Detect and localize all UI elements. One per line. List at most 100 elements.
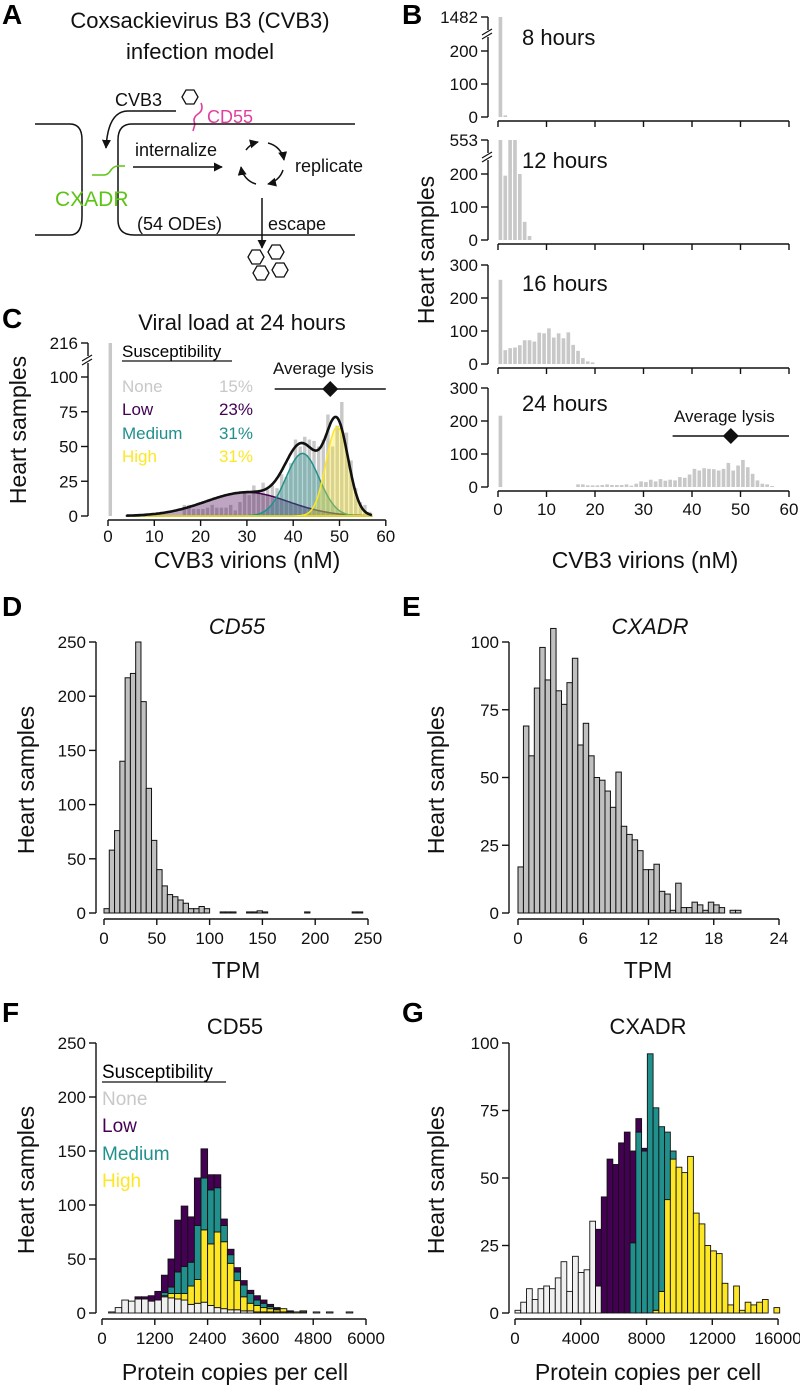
panel-f-bar-medium bbox=[187, 1261, 195, 1287]
panel-f-xlabel: Protein copies per cell bbox=[122, 1359, 348, 1385]
panel-b-3-bar bbox=[610, 485, 614, 487]
panel-d-bar bbox=[256, 910, 263, 914]
panel-c-ylabel: Heart samples bbox=[5, 356, 31, 504]
panel-f-x-tick-label: 0 bbox=[97, 1329, 106, 1348]
panel-g-bar-high bbox=[738, 1309, 746, 1314]
panel-b-2-y-tick-label: 300 bbox=[450, 256, 478, 275]
panel-b-2-bar bbox=[566, 332, 571, 364]
panel-c-bar bbox=[219, 507, 224, 516]
panel-f-x-tick-label: 1200 bbox=[136, 1329, 174, 1348]
panel-f-bar-medium bbox=[207, 1189, 215, 1245]
panel-b-3-bar bbox=[615, 485, 619, 487]
panel-d-y-tick-label: 0 bbox=[77, 904, 86, 923]
panel-b-2-bar bbox=[537, 332, 542, 364]
panel-e-x-tick-label: 12 bbox=[639, 929, 658, 948]
panel-b-3-bar bbox=[702, 468, 706, 487]
panel-b-3-bar bbox=[498, 415, 503, 487]
panel-f-bar-none bbox=[207, 1304, 215, 1314]
panel-c-axis-break-gap bbox=[82, 356, 94, 363]
panel-f-bar-high bbox=[207, 1243, 215, 1306]
binding-arrow bbox=[101, 110, 176, 149]
panel-b-1-y-tick-label: 100 bbox=[450, 198, 478, 217]
panel-c-x-tick-label: 40 bbox=[284, 527, 303, 546]
panel-f-bar-low bbox=[160, 1274, 169, 1293]
panel-f-bar-medium bbox=[167, 1286, 176, 1295]
panel-label-d: D bbox=[2, 591, 22, 622]
panel-f-bar-low bbox=[167, 1258, 176, 1288]
panel-b-2-bar bbox=[503, 350, 508, 364]
panel-b-3-bar bbox=[750, 473, 755, 487]
right-cell-membrane bbox=[117, 123, 355, 236]
diagram-title-line2: infection model bbox=[126, 39, 274, 64]
panel-f-bar-low bbox=[180, 1205, 189, 1268]
panel-e-bar bbox=[550, 627, 557, 914]
panel-e-x-tick-label: 18 bbox=[704, 929, 723, 948]
panel-f-bar-high bbox=[253, 1304, 261, 1313]
panel-f-bar-none bbox=[345, 1311, 354, 1314]
panel-d-bar bbox=[193, 908, 200, 914]
panel-g-y-tick-label: 75 bbox=[480, 1102, 499, 1121]
panel-e-bar bbox=[653, 863, 660, 914]
panel-e-bar bbox=[599, 779, 606, 914]
panel-g-bar-none bbox=[514, 1309, 522, 1314]
panel-b-title-16h: 16 hours bbox=[522, 271, 608, 296]
panel-b-3-bar bbox=[741, 459, 745, 487]
panel-b-2-bar bbox=[527, 340, 532, 364]
panel-b-3-x-tick-label: 60 bbox=[780, 500, 799, 519]
panel-c-legend-percent-low: 23% bbox=[219, 400, 253, 419]
panel-c-average-lysis-marker bbox=[322, 381, 339, 397]
panel-d-x-tick-label: 0 bbox=[99, 929, 108, 948]
panel-g-bar-medium bbox=[652, 1107, 660, 1311]
panel-c-y-tick-label: 75 bbox=[59, 403, 78, 422]
panel-b-2-bar bbox=[508, 348, 512, 364]
panel-c-x-tick-label: 0 bbox=[103, 527, 112, 546]
panel-f-title: CD55 bbox=[207, 1014, 263, 1039]
panel-c-axis-break-mark bbox=[81, 354, 93, 362]
panel-e-bar bbox=[522, 725, 530, 914]
panel-d-y-tick-label: 200 bbox=[58, 687, 86, 706]
panel-e-bar bbox=[631, 839, 639, 914]
panel-g-bar-medium bbox=[669, 1150, 677, 1160]
panel-d-x-tick-label: 150 bbox=[248, 929, 276, 948]
panel-f-bar-none bbox=[325, 1311, 334, 1314]
panel-c-legend-none: None bbox=[122, 377, 163, 396]
panel-c-bar bbox=[196, 509, 200, 516]
panel-f-y-tick-label: 50 bbox=[67, 1250, 86, 1269]
panel-b-0-bar bbox=[498, 17, 503, 117]
panel-e-bar bbox=[675, 882, 682, 914]
panel-d-bar bbox=[177, 899, 184, 914]
panel-b-3-bar bbox=[644, 482, 648, 487]
panel-c-bar bbox=[205, 507, 210, 516]
panel-f-bar-medium bbox=[220, 1225, 228, 1243]
panel-b-title-24h: 24 hours bbox=[522, 391, 608, 416]
panel-e-bar bbox=[517, 866, 524, 914]
panel-f-bar-medium bbox=[193, 1225, 202, 1280]
panel-b-xlabel: CVB3 virions (nM) bbox=[552, 547, 739, 573]
panel-c-bar bbox=[215, 507, 219, 516]
panel-d-bar bbox=[172, 896, 179, 914]
panel-g-bar-high bbox=[710, 1250, 717, 1314]
panel-g-xlabel: Protein copies per cell bbox=[535, 1359, 761, 1385]
panel-g-bar-high bbox=[761, 1299, 769, 1314]
panel-c-bar bbox=[303, 436, 307, 516]
panel-f-y-tick-label: 150 bbox=[58, 1142, 86, 1161]
panel-b-3-bar bbox=[716, 470, 721, 487]
panel-d-bar bbox=[182, 902, 189, 914]
panel-b-2-y-tick-label: 0 bbox=[469, 355, 478, 374]
panel-b-3-bar bbox=[678, 477, 682, 487]
panel-e-y-tick-label: 100 bbox=[471, 633, 499, 652]
panel-e-bar bbox=[691, 901, 698, 914]
panel-g-bar-none bbox=[543, 1285, 550, 1314]
panel-c-bar bbox=[242, 492, 247, 516]
panel-g-bar-high bbox=[681, 1172, 689, 1314]
panel-f-bar-low bbox=[233, 1267, 242, 1273]
panel-g-bar-none bbox=[554, 1277, 562, 1314]
panel-b-3-y-tick-label: 200 bbox=[450, 412, 478, 431]
panel-g-bar-high bbox=[727, 1304, 735, 1314]
diagram-title-line1: Coxsackievirus B3 (CVB3) bbox=[70, 8, 329, 33]
panel-d-bar bbox=[156, 869, 163, 914]
panel-f-bar-high bbox=[246, 1302, 255, 1312]
panel-b-3-bar bbox=[600, 485, 605, 487]
panel-f-bar-none bbox=[141, 1298, 149, 1314]
panel-d-bar bbox=[356, 911, 364, 914]
